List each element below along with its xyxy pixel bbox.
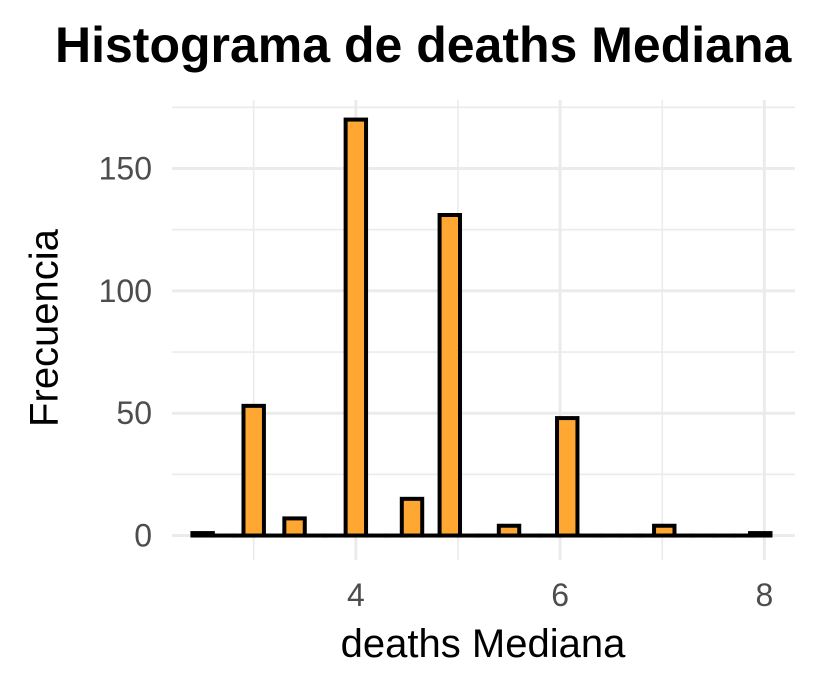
histogram-bar (437, 213, 463, 538)
histogram-bar (241, 403, 266, 538)
y-axis-ticks: 0 50 100 150 (99, 151, 152, 554)
histogram-bar (555, 416, 580, 538)
y-tick-label: 100 (99, 273, 152, 309)
x-tick-label: 6 (551, 577, 569, 613)
histogram-bar (399, 496, 425, 538)
y-tick-label: 0 (134, 518, 152, 554)
x-tick-label: 4 (347, 577, 365, 613)
histogram-bar (652, 523, 677, 538)
histogram-bar (190, 531, 215, 538)
y-tick-label: 150 (99, 151, 152, 187)
histogram-bars (190, 117, 773, 538)
y-tick-label: 50 (116, 395, 152, 431)
histogram-bar (748, 531, 773, 538)
histogram-bar (496, 523, 522, 538)
chart-title: Histograma de deaths Mediana (55, 17, 792, 73)
histogram-bar (282, 516, 307, 538)
x-axis-ticks: 4 6 8 (347, 577, 773, 613)
x-tick-label: 8 (755, 577, 773, 613)
histogram-bar (343, 117, 369, 538)
x-axis-label: deaths Mediana (340, 622, 626, 666)
